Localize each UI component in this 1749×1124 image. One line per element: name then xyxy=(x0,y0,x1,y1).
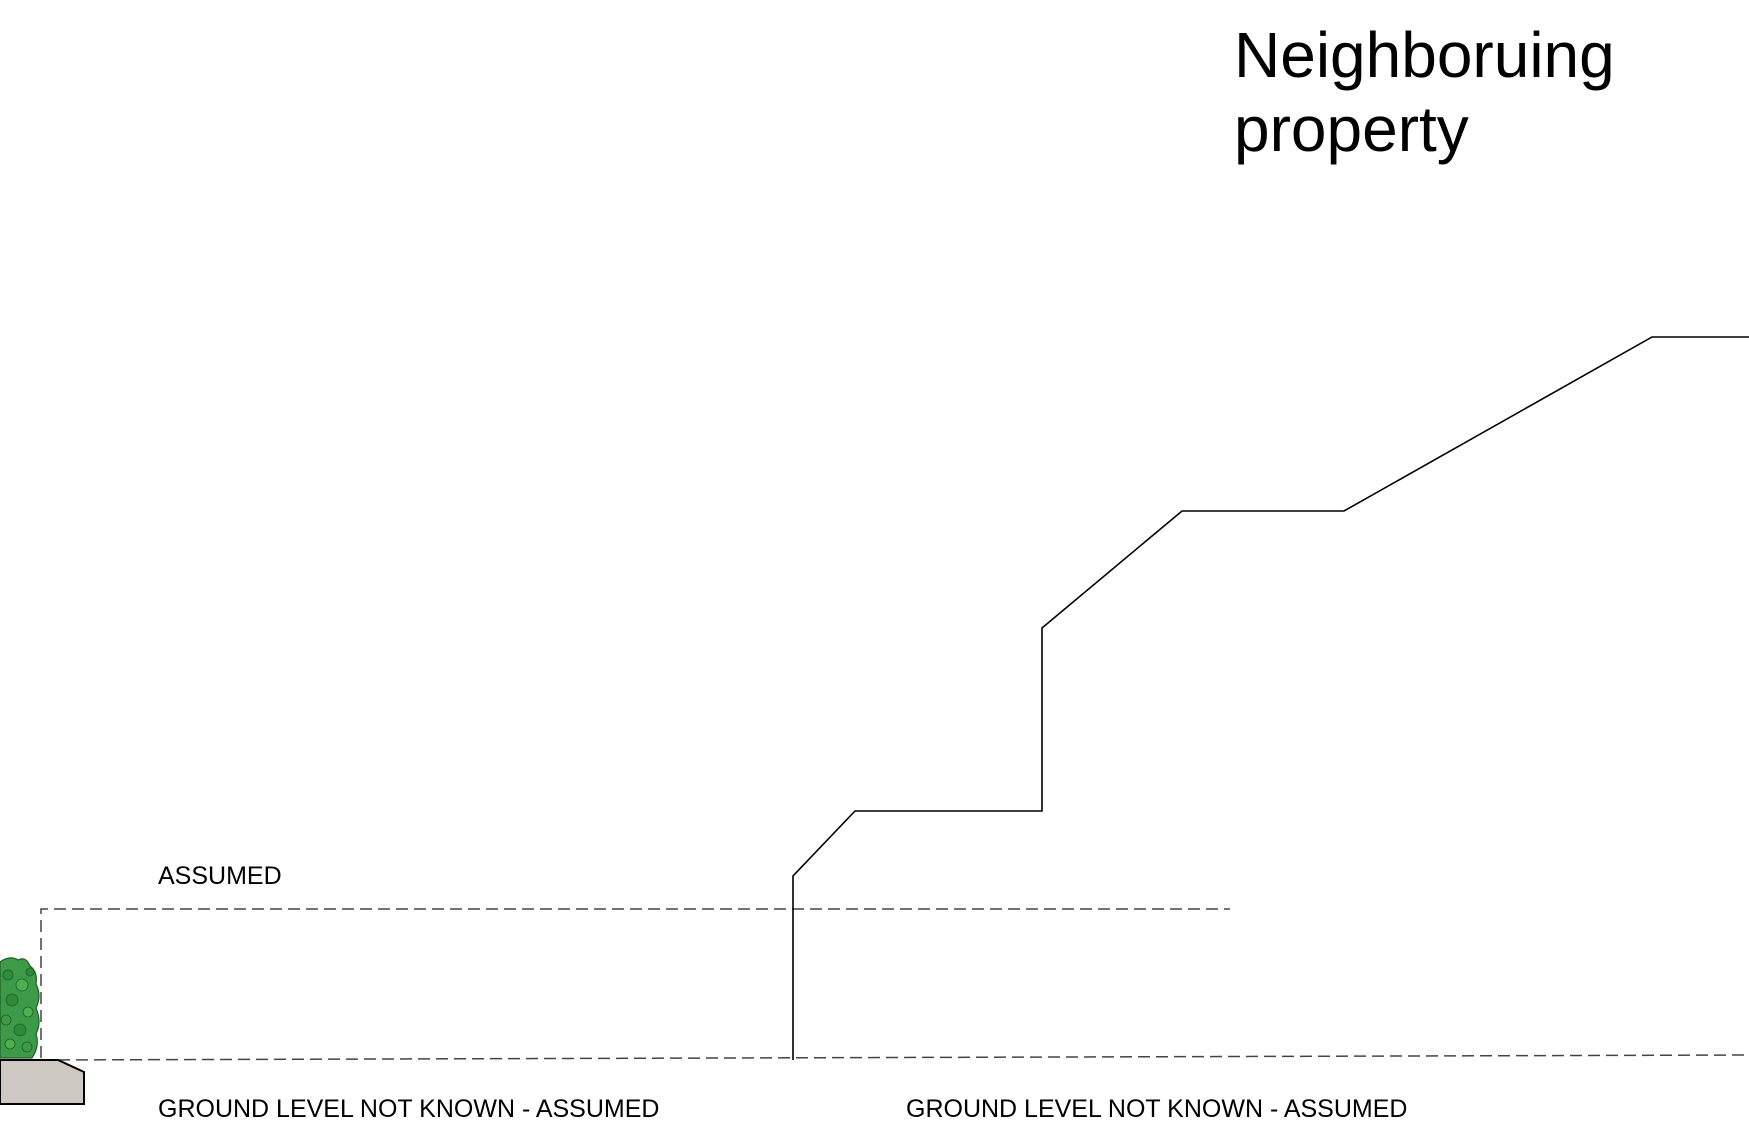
hedge-icon xyxy=(0,957,40,1059)
ground-level-note-left: GROUND LEVEL NOT KNOWN - ASSUMED xyxy=(158,1095,660,1123)
ground-level-line xyxy=(39,1054,1749,1061)
assumed-height-line xyxy=(40,908,1230,1058)
paving-block xyxy=(0,1059,85,1105)
assumed-label: ASSUMED xyxy=(158,862,282,890)
neighbouring-property-profile xyxy=(792,336,1749,1060)
page-title: Neighboruing property xyxy=(1234,18,1615,166)
ground-level-note-right: GROUND LEVEL NOT KNOWN - ASSUMED xyxy=(906,1095,1408,1123)
title-line-1: Neighboruing xyxy=(1234,19,1615,91)
title-line-2: property xyxy=(1234,93,1469,165)
